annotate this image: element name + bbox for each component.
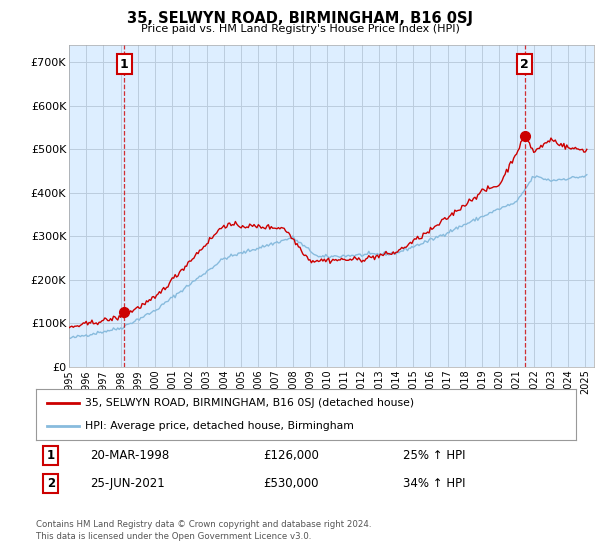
Text: 25% ↑ HPI: 25% ↑ HPI (403, 449, 466, 462)
Text: 20-MAR-1998: 20-MAR-1998 (90, 449, 169, 462)
Text: 35, SELWYN ROAD, BIRMINGHAM, B16 0SJ: 35, SELWYN ROAD, BIRMINGHAM, B16 0SJ (127, 11, 473, 26)
Text: 2: 2 (47, 477, 55, 490)
Text: 34% ↑ HPI: 34% ↑ HPI (403, 477, 466, 490)
Text: Contains HM Land Registry data © Crown copyright and database right 2024.: Contains HM Land Registry data © Crown c… (36, 520, 371, 529)
Text: Price paid vs. HM Land Registry's House Price Index (HPI): Price paid vs. HM Land Registry's House … (140, 24, 460, 34)
Text: £530,000: £530,000 (263, 477, 318, 490)
Text: 35, SELWYN ROAD, BIRMINGHAM, B16 0SJ (detached house): 35, SELWYN ROAD, BIRMINGHAM, B16 0SJ (de… (85, 398, 414, 408)
Text: 2: 2 (520, 58, 529, 71)
Text: £126,000: £126,000 (263, 449, 319, 462)
Text: 1: 1 (47, 449, 55, 462)
Text: This data is licensed under the Open Government Licence v3.0.: This data is licensed under the Open Gov… (36, 532, 311, 541)
Text: 1: 1 (120, 58, 129, 71)
Text: HPI: Average price, detached house, Birmingham: HPI: Average price, detached house, Birm… (85, 421, 353, 431)
Text: 25-JUN-2021: 25-JUN-2021 (90, 477, 165, 490)
